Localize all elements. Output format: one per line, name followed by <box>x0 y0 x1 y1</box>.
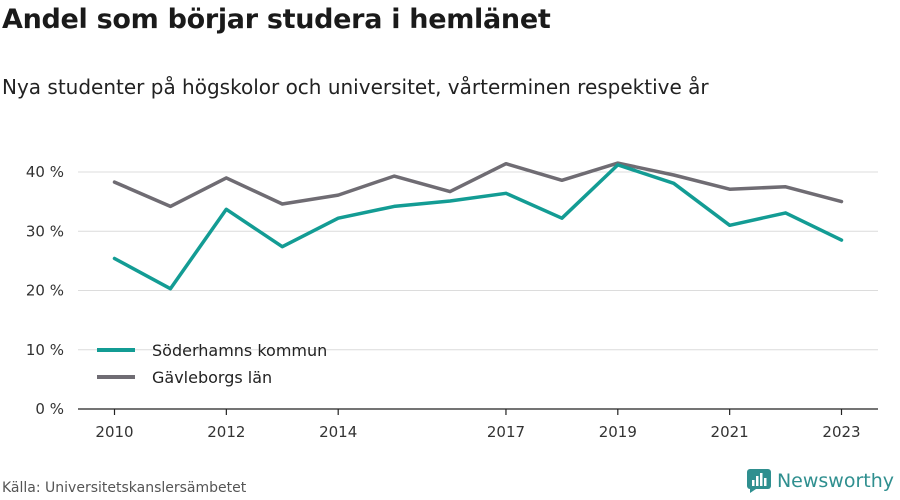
x-tick-label: 2012 <box>207 423 245 441</box>
chart-subtitle: Nya studenter på högskolor och universit… <box>2 75 709 99</box>
source-note: Källa: Universitetskanslersämbetet <box>2 480 247 496</box>
y-tick-label: 20 % <box>26 282 64 300</box>
x-tick-label: 2019 <box>599 423 637 441</box>
legend: Söderhamns kommun Gävleborgs län <box>97 341 327 387</box>
series-lines <box>112 161 844 291</box>
x-axis: 2010 2012 2014 2017 2019 2021 2023 <box>78 408 878 441</box>
y-tick-label: 10 % <box>26 341 64 359</box>
series-line-2 <box>112 161 844 209</box>
newsworthy-logo-icon <box>746 469 771 493</box>
legend-label: Söderhamns kommun <box>152 341 327 360</box>
brand-name: Newsworthy <box>776 470 894 492</box>
x-tick-label: 2017 <box>487 423 525 441</box>
y-tick-label: 30 % <box>26 222 64 240</box>
brand: Newsworthy <box>746 469 894 493</box>
y-axis: 0 % 10 % 20 % 30 % 40 % <box>26 163 64 418</box>
x-tick-label: 2010 <box>95 423 133 441</box>
x-tick-label: 2014 <box>319 423 357 441</box>
legend-label: Gävleborgs län <box>152 368 272 387</box>
x-tick-label: 2023 <box>822 423 860 441</box>
series-line-1 <box>112 163 844 291</box>
y-tick-label: 0 % <box>35 400 64 418</box>
line-chart: 0 % 10 % 20 % 30 % 40 % 2010 2012 2014 2017 2019… <box>26 161 878 441</box>
grid-lines <box>78 171 878 351</box>
x-tick-label: 2021 <box>711 423 749 441</box>
chart-title: Andel som börjar studera i hemlänet <box>2 4 551 35</box>
y-tick-label: 40 % <box>26 163 64 181</box>
